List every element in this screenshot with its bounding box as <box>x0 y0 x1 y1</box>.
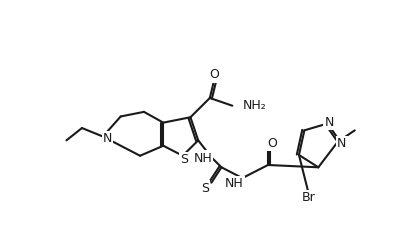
Text: O: O <box>267 137 277 150</box>
Text: N: N <box>337 137 346 150</box>
Text: O: O <box>210 68 219 81</box>
Text: N: N <box>103 132 112 145</box>
Text: NH₂: NH₂ <box>243 99 267 112</box>
Text: NH: NH <box>194 151 212 165</box>
Text: S: S <box>201 182 209 195</box>
Text: Br: Br <box>302 191 315 204</box>
Text: NH: NH <box>225 177 244 190</box>
Text: S: S <box>180 153 188 166</box>
Text: N: N <box>325 116 334 129</box>
